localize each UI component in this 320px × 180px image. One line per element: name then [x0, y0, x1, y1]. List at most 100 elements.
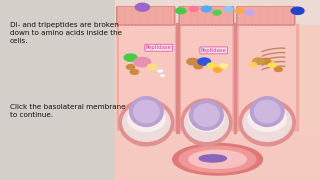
FancyBboxPatch shape — [179, 7, 184, 25]
FancyBboxPatch shape — [258, 7, 263, 25]
FancyBboxPatch shape — [226, 7, 229, 24]
Circle shape — [245, 10, 254, 15]
FancyBboxPatch shape — [197, 7, 202, 25]
Bar — [181, 24, 231, 126]
Circle shape — [291, 7, 304, 14]
Circle shape — [275, 67, 282, 71]
FancyBboxPatch shape — [259, 7, 262, 24]
FancyBboxPatch shape — [280, 7, 283, 24]
FancyBboxPatch shape — [117, 7, 122, 25]
FancyBboxPatch shape — [148, 7, 154, 25]
Circle shape — [124, 54, 137, 61]
FancyBboxPatch shape — [171, 7, 173, 24]
Ellipse shape — [194, 104, 219, 127]
FancyBboxPatch shape — [138, 7, 143, 25]
FancyBboxPatch shape — [152, 7, 157, 25]
FancyBboxPatch shape — [276, 7, 281, 25]
FancyBboxPatch shape — [212, 7, 215, 24]
Ellipse shape — [173, 144, 262, 175]
Text: Di- and tripeptides are broken
down to amino acids inside the
cells.: Di- and tripeptides are broken down to a… — [10, 22, 122, 44]
Circle shape — [225, 7, 233, 11]
FancyBboxPatch shape — [186, 7, 191, 25]
FancyBboxPatch shape — [240, 7, 245, 25]
Ellipse shape — [181, 99, 232, 146]
FancyBboxPatch shape — [237, 7, 242, 25]
Circle shape — [126, 65, 135, 69]
FancyBboxPatch shape — [160, 7, 163, 24]
FancyBboxPatch shape — [198, 7, 201, 24]
FancyBboxPatch shape — [122, 7, 124, 24]
FancyBboxPatch shape — [211, 7, 216, 25]
FancyBboxPatch shape — [156, 7, 161, 25]
FancyBboxPatch shape — [249, 7, 251, 24]
Ellipse shape — [189, 150, 246, 168]
Bar — [115, 133, 320, 180]
FancyBboxPatch shape — [265, 7, 270, 25]
FancyBboxPatch shape — [252, 7, 255, 24]
FancyBboxPatch shape — [143, 7, 145, 24]
Circle shape — [201, 6, 212, 12]
FancyBboxPatch shape — [268, 7, 274, 25]
FancyBboxPatch shape — [150, 7, 152, 24]
FancyBboxPatch shape — [193, 7, 198, 25]
FancyBboxPatch shape — [273, 7, 276, 24]
FancyBboxPatch shape — [129, 7, 131, 24]
Circle shape — [253, 58, 264, 64]
FancyBboxPatch shape — [200, 7, 205, 25]
Ellipse shape — [199, 155, 227, 162]
FancyBboxPatch shape — [164, 7, 166, 24]
FancyBboxPatch shape — [166, 7, 171, 25]
FancyBboxPatch shape — [238, 7, 241, 24]
Ellipse shape — [189, 100, 223, 130]
FancyBboxPatch shape — [291, 7, 293, 24]
FancyBboxPatch shape — [124, 7, 129, 25]
Circle shape — [134, 57, 151, 67]
Circle shape — [213, 68, 222, 72]
FancyBboxPatch shape — [153, 7, 156, 24]
Circle shape — [213, 10, 221, 15]
Bar — [237, 24, 298, 130]
FancyBboxPatch shape — [256, 7, 258, 24]
Ellipse shape — [243, 103, 292, 141]
Circle shape — [207, 63, 217, 68]
FancyBboxPatch shape — [247, 7, 252, 25]
FancyBboxPatch shape — [141, 7, 147, 25]
FancyBboxPatch shape — [219, 7, 222, 24]
Ellipse shape — [179, 146, 256, 172]
FancyBboxPatch shape — [254, 7, 260, 25]
FancyBboxPatch shape — [134, 7, 140, 25]
FancyBboxPatch shape — [244, 7, 249, 25]
Bar — [239, 24, 295, 126]
FancyBboxPatch shape — [132, 7, 135, 24]
Circle shape — [235, 8, 244, 13]
FancyBboxPatch shape — [159, 7, 164, 25]
FancyBboxPatch shape — [202, 7, 204, 24]
FancyBboxPatch shape — [131, 7, 136, 25]
Text: Peptidase: Peptidase — [146, 45, 172, 50]
FancyBboxPatch shape — [242, 7, 244, 24]
FancyBboxPatch shape — [270, 7, 272, 24]
Circle shape — [176, 8, 186, 14]
Circle shape — [189, 6, 198, 12]
FancyBboxPatch shape — [228, 7, 234, 25]
FancyBboxPatch shape — [127, 7, 132, 25]
Text: Peptidase: Peptidase — [201, 48, 227, 53]
FancyBboxPatch shape — [261, 7, 267, 25]
Circle shape — [187, 58, 198, 65]
Circle shape — [268, 63, 277, 68]
Circle shape — [260, 58, 271, 64]
FancyBboxPatch shape — [263, 7, 265, 24]
Ellipse shape — [128, 106, 165, 131]
Ellipse shape — [248, 106, 286, 131]
FancyBboxPatch shape — [136, 7, 138, 24]
Ellipse shape — [134, 100, 159, 123]
FancyBboxPatch shape — [170, 7, 175, 25]
Circle shape — [135, 3, 149, 11]
Bar — [176, 23, 179, 133]
FancyBboxPatch shape — [225, 7, 230, 25]
Bar — [115, 0, 320, 180]
Ellipse shape — [119, 99, 174, 146]
Circle shape — [130, 70, 139, 74]
Circle shape — [194, 64, 203, 69]
FancyBboxPatch shape — [205, 7, 208, 24]
